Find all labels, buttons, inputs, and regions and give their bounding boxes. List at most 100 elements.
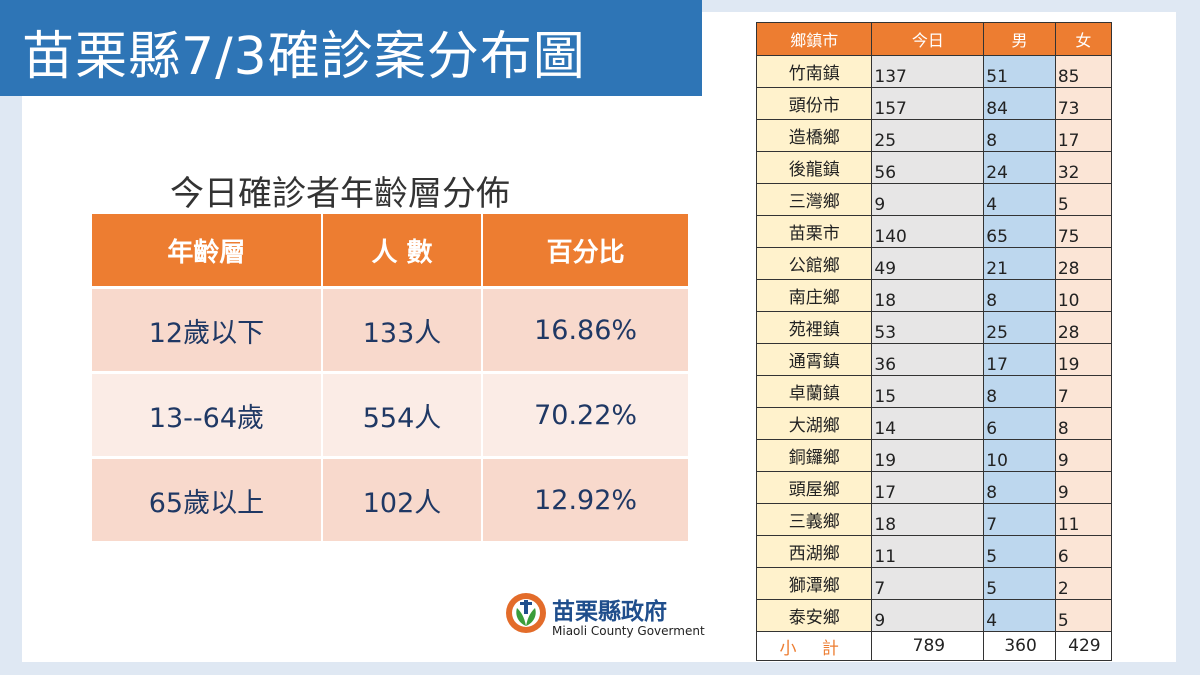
today-count-cell: 56 bbox=[871, 151, 985, 184]
today-count-cell: 18 bbox=[871, 503, 985, 536]
table-row: 13--64歲 554人 70.22% bbox=[92, 371, 688, 458]
count-cell: 554人 bbox=[321, 371, 484, 458]
table-row: 銅鑼鄉 19 10 9 bbox=[755, 439, 1113, 472]
township-name-cell: 通霄鎮 bbox=[755, 343, 873, 376]
male-count-cell: 5 bbox=[983, 567, 1056, 600]
female-count-cell: 73 bbox=[1054, 87, 1113, 120]
age-group-cell: 12歲以下 bbox=[92, 286, 323, 373]
township-name-cell: 苑裡鎮 bbox=[755, 311, 873, 344]
female-count-cell: 75 bbox=[1054, 215, 1113, 248]
table-row: 獅潭鄉 7 5 2 bbox=[755, 567, 1113, 600]
male-count-cell: 21 bbox=[983, 247, 1056, 280]
page-title: 苗栗縣7/3確診案分布圖 bbox=[22, 27, 586, 87]
age-group-cell: 13--64歲 bbox=[92, 371, 323, 458]
today-count-cell: 9 bbox=[871, 183, 985, 216]
male-count-cell: 25 bbox=[983, 311, 1056, 344]
township-name-cell: 獅潭鄉 bbox=[755, 567, 873, 600]
table-row: 後龍鎮 56 24 32 bbox=[755, 151, 1113, 184]
today-count-cell: 140 bbox=[871, 215, 985, 248]
total-label-cell: 小 計 bbox=[755, 631, 873, 661]
township-name-cell: 公館鄉 bbox=[755, 247, 873, 280]
male-count-cell: 8 bbox=[983, 279, 1056, 312]
male-count-cell: 17 bbox=[983, 343, 1056, 376]
count-cell: 133人 bbox=[321, 286, 484, 373]
today-count-cell: 14 bbox=[871, 407, 985, 440]
today-count-cell: 49 bbox=[871, 247, 985, 280]
today-count-cell: 157 bbox=[871, 87, 985, 120]
total-male-cell: 360 bbox=[983, 631, 1056, 661]
table-row: 通霄鎮 36 17 19 bbox=[755, 343, 1113, 376]
female-count-cell: 8 bbox=[1054, 407, 1113, 440]
total-today-cell: 789 bbox=[871, 631, 985, 661]
township-name-cell: 三義鄉 bbox=[755, 503, 873, 536]
count-header: 人 數 bbox=[321, 214, 484, 288]
township-name-cell: 泰安鄉 bbox=[755, 599, 873, 632]
female-count-cell: 28 bbox=[1054, 247, 1113, 280]
percent-cell: 16.86% bbox=[482, 286, 688, 373]
table-row: 苑裡鎮 53 25 28 bbox=[755, 311, 1113, 344]
township-cases-table: 鄉鎮市 今日 男 女 竹南鎮 137 51 85 頭份市 157 84 73 造橋鄉 25 8 17 後… bbox=[755, 22, 1113, 661]
township-name-cell: 造橋鄉 bbox=[755, 119, 873, 152]
today-count-cell: 25 bbox=[871, 119, 985, 152]
township-name-cell: 大湖鄉 bbox=[755, 407, 873, 440]
logo-name-english: Miaoli County Goverment bbox=[552, 624, 705, 638]
township-name-cell: 竹南鎮 bbox=[755, 55, 873, 88]
male-count-cell: 65 bbox=[983, 215, 1056, 248]
male-header: 男 bbox=[983, 22, 1056, 56]
today-count-cell: 11 bbox=[871, 535, 985, 568]
total-row: 小 計 789 360 429 bbox=[755, 631, 1113, 661]
table-row: 泰安鄉 9 4 5 bbox=[755, 599, 1113, 632]
table-row: 大湖鄉 14 6 8 bbox=[755, 407, 1113, 440]
township-name-cell: 苗栗市 bbox=[755, 215, 873, 248]
logo-name-chinese: 苗栗縣政府 bbox=[552, 598, 667, 625]
today-count-cell: 137 bbox=[871, 55, 985, 88]
township-name-cell: 頭屋鄉 bbox=[755, 471, 873, 504]
town-table-body: 竹南鎮 137 51 85 頭份市 157 84 73 造橋鄉 25 8 17 後龍鎮 56 24 32 三灣鄉… bbox=[755, 55, 1113, 661]
male-count-cell: 24 bbox=[983, 151, 1056, 184]
table-row: 65歲以上 102人 12.92% bbox=[92, 456, 688, 541]
female-count-cell: 17 bbox=[1054, 119, 1113, 152]
table-row: 三義鄉 18 7 11 bbox=[755, 503, 1113, 536]
town-table-header-row: 鄉鎮市 今日 男 女 bbox=[755, 22, 1113, 56]
table-row: 造橋鄉 25 8 17 bbox=[755, 119, 1113, 152]
table-row: 西湖鄉 11 5 6 bbox=[755, 535, 1113, 568]
age-group-cell: 65歲以上 bbox=[92, 456, 323, 541]
table-row: 三灣鄉 9 4 5 bbox=[755, 183, 1113, 216]
female-count-cell: 9 bbox=[1054, 439, 1113, 472]
percent-cell: 70.22% bbox=[482, 371, 688, 458]
title-bar: 苗栗縣7/3確診案分布圖 bbox=[0, 0, 702, 96]
table-row: 公館鄉 49 21 28 bbox=[755, 247, 1113, 280]
male-count-cell: 8 bbox=[983, 471, 1056, 504]
male-count-cell: 7 bbox=[983, 503, 1056, 536]
female-count-cell: 2 bbox=[1054, 567, 1113, 600]
age-table-header-row: 年齡層 人 數 百分比 bbox=[92, 214, 688, 288]
today-count-cell: 15 bbox=[871, 375, 985, 408]
township-name-cell: 後龍鎮 bbox=[755, 151, 873, 184]
age-distribution-table: 年齡層 人 數 百分比 12歲以下 133人 16.86% 13--64歲 55… bbox=[92, 214, 688, 541]
female-count-cell: 5 bbox=[1054, 183, 1113, 216]
township-name-cell: 西湖鄉 bbox=[755, 535, 873, 568]
age-table-subtitle: 今日確診者年齡層分佈 bbox=[170, 174, 510, 214]
male-count-cell: 10 bbox=[983, 439, 1056, 472]
table-row: 頭屋鄉 17 8 9 bbox=[755, 471, 1113, 504]
female-count-cell: 5 bbox=[1054, 599, 1113, 632]
female-count-cell: 6 bbox=[1054, 535, 1113, 568]
male-count-cell: 6 bbox=[983, 407, 1056, 440]
today-count-cell: 7 bbox=[871, 567, 985, 600]
today-count-cell: 18 bbox=[871, 279, 985, 312]
county-government-logo: 苗栗縣政府 Miaoli County Goverment bbox=[505, 590, 705, 646]
female-count-cell: 32 bbox=[1054, 151, 1113, 184]
township-name-cell: 銅鑼鄉 bbox=[755, 439, 873, 472]
township-name-cell: 頭份市 bbox=[755, 87, 873, 120]
female-count-cell: 11 bbox=[1054, 503, 1113, 536]
male-count-cell: 51 bbox=[983, 55, 1056, 88]
total-female-cell: 429 bbox=[1054, 631, 1113, 661]
township-header: 鄉鎮市 bbox=[755, 22, 873, 56]
percent-cell: 12.92% bbox=[482, 456, 688, 541]
female-header: 女 bbox=[1054, 22, 1113, 56]
township-name-cell: 卓蘭鎮 bbox=[755, 375, 873, 408]
county-emblem-icon bbox=[506, 593, 546, 633]
percent-header: 百分比 bbox=[482, 214, 688, 288]
table-row: 卓蘭鎮 15 8 7 bbox=[755, 375, 1113, 408]
